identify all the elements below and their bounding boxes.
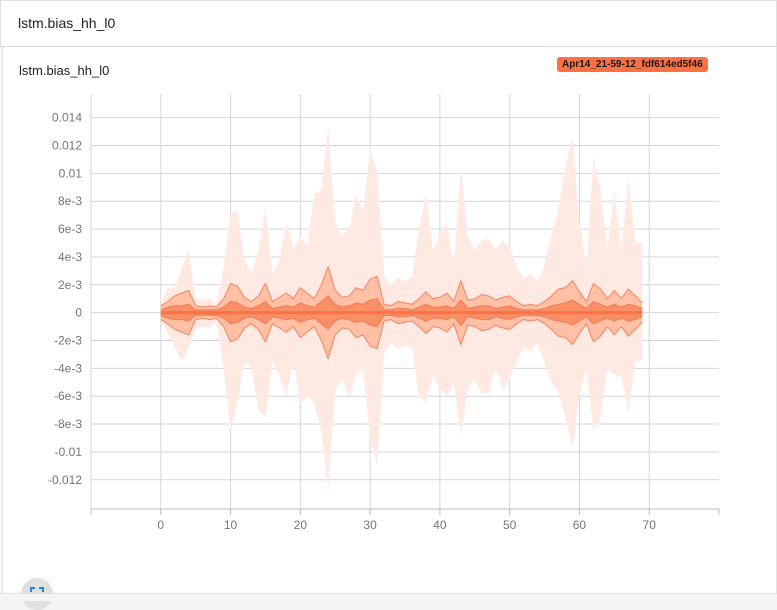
- line-p16: [160, 314, 643, 330]
- next-card-edge: [0, 593, 777, 601]
- y-tick-label: 0.012: [52, 139, 82, 153]
- histogram-card: lstm.bias_hh_l0 Apr14_21-59-12_fdf614ed5…: [2, 47, 777, 610]
- fullscreen-icon: [30, 587, 44, 601]
- y-tick-label: -0.012: [48, 473, 82, 487]
- y-tick-label: -0.01: [55, 445, 83, 459]
- y-tick-label: -4e-3: [54, 361, 82, 375]
- x-tick-label: 60: [573, 518, 587, 532]
- x-tick-label: 20: [294, 518, 308, 532]
- section-title: lstm.bias_hh_l0: [18, 15, 116, 31]
- line-p84: [160, 295, 643, 311]
- x-tick-label: 10: [224, 518, 238, 532]
- y-tick-label: -6e-3: [54, 389, 82, 403]
- x-tick-label: 50: [503, 518, 517, 532]
- y-tick-label: 4e-3: [58, 250, 82, 264]
- y-tick-label: 2e-3: [58, 278, 82, 292]
- run-label-badge: Apr14_21-59-12_fdf614ed5f46: [557, 57, 708, 72]
- distribution-chart: 0.014 0.012 0.01 8e-3 6e-3 4e-3 2e-3 0 -2e-3 -4e-…: [48, 94, 720, 532]
- y-tick-label: 8e-3: [58, 194, 82, 208]
- y-tick-label: -8e-3: [54, 417, 82, 431]
- x-tick-label: 70: [643, 518, 657, 532]
- y-tick-label: 0: [75, 306, 82, 320]
- y-tick-label: 0.014: [52, 111, 82, 125]
- y-tick-label: -2e-3: [54, 333, 82, 347]
- x-tick-label: 30: [363, 518, 377, 532]
- card-title: lstm.bias_hh_l0: [19, 63, 110, 78]
- x-tick-label: 40: [433, 518, 447, 532]
- x-tick-label: 0: [157, 518, 164, 532]
- line-p7: [160, 317, 643, 360]
- section-header[interactable]: lstm.bias_hh_l0: [0, 0, 777, 47]
- line-p93: [160, 266, 643, 308]
- y-tick-label: 0.01: [59, 166, 83, 180]
- y-tick-label: 6e-3: [58, 222, 82, 236]
